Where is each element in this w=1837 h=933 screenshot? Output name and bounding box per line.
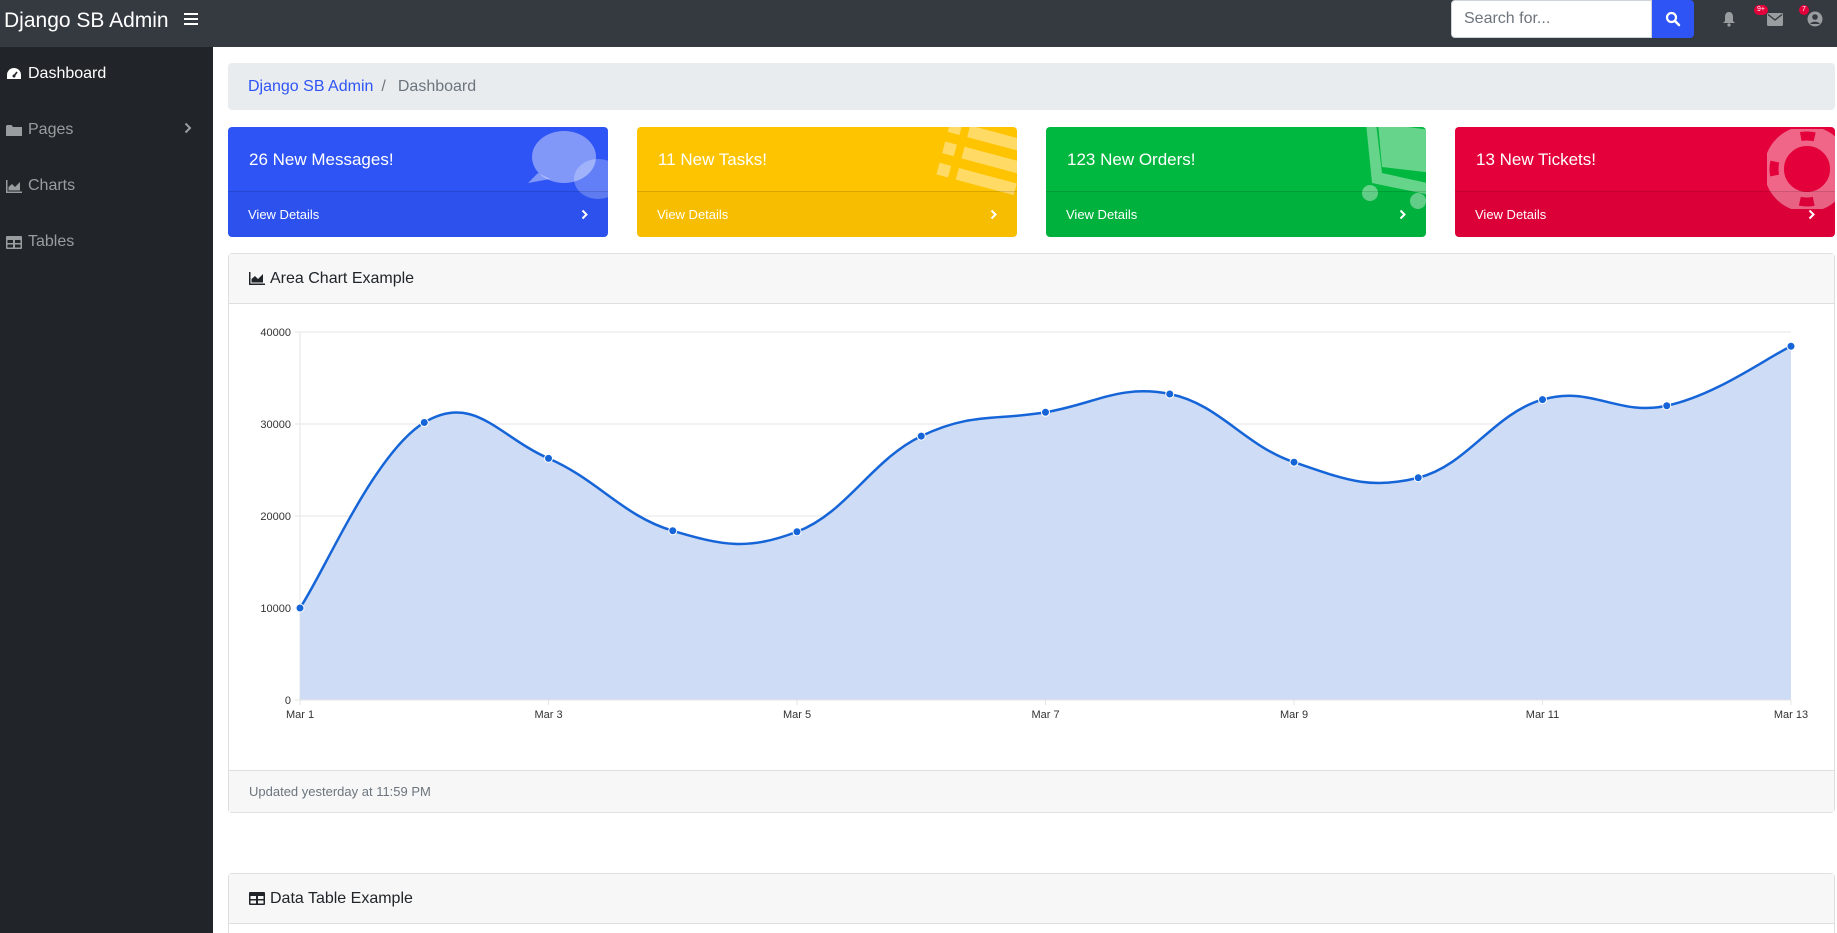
alerts-badge: 9+ <box>1754 5 1768 15</box>
card-title: Area Chart Example <box>270 269 415 287</box>
sidebar-item-charts[interactable]: Charts <box>0 164 213 208</box>
data-point <box>1538 395 1547 405</box>
sidebar-item-label: Pages <box>28 121 74 138</box>
chevron-right-icon <box>184 122 192 134</box>
breadcrumb: Django SB Admin / Dashboard <box>228 63 1835 110</box>
card-orders: 123 New Orders! View Details <box>1046 127 1426 237</box>
breadcrumb-root-link[interactable]: Django SB Admin <box>248 77 374 95</box>
data-point <box>1786 341 1796 351</box>
bell-icon <box>1723 12 1735 27</box>
data-point <box>295 603 305 613</box>
y-tick-label: 20000 <box>260 511 291 523</box>
data-point <box>1165 389 1175 399</box>
sidebar-item-label: Charts <box>28 177 76 194</box>
card-title: Data Table Example <box>270 889 413 907</box>
x-tick-label: Mar 9 <box>1280 709 1308 721</box>
x-tick-label: Mar 5 <box>783 709 811 721</box>
folder-icon <box>6 124 22 136</box>
sidebar-item-pages[interactable]: Pages <box>0 108 213 152</box>
search-button[interactable] <box>1652 0 1694 38</box>
brand-title[interactable]: Django SB Admin <box>4 9 169 32</box>
card-tickets: 13 New Tickets! View Details <box>1455 127 1835 237</box>
search-input[interactable] <box>1451 0 1652 38</box>
card-header: Data Table Example <box>229 874 1834 924</box>
view-details-link[interactable]: View Details <box>1455 191 1835 237</box>
area-fill <box>300 346 1791 700</box>
view-details-label: View Details <box>1066 207 1138 222</box>
shopping-cart-icon <box>1362 127 1426 209</box>
card-title: 13 New Tickets! <box>1476 150 1596 169</box>
data-point <box>544 453 553 463</box>
area-chart-icon <box>249 272 265 285</box>
card-footer: Updated yesterday at 11:59 PM <box>229 770 1834 812</box>
data-point <box>1413 473 1423 483</box>
view-details-link[interactable]: View Details <box>1046 191 1426 237</box>
sidebar: Dashboard Pages Charts <box>0 47 213 933</box>
data-point <box>1662 401 1672 411</box>
envelope-icon <box>1767 13 1783 26</box>
y-tick-label: 30000 <box>260 419 291 431</box>
x-tick-label: Mar 7 <box>1031 709 1059 721</box>
view-details-link[interactable]: View Details <box>228 191 608 237</box>
search-form <box>1451 0 1694 38</box>
card-header: Area Chart Example <box>229 254 1834 304</box>
view-details-label: View Details <box>657 207 729 222</box>
tachometer-icon <box>7 68 21 79</box>
user-circle-icon <box>1807 11 1823 27</box>
breadcrumb-current: Dashboard <box>397 77 477 95</box>
breadcrumb-separator: / <box>381 77 386 95</box>
y-tick-label: 40000 <box>260 327 291 339</box>
sidebar-item-label: Dashboard <box>28 65 107 82</box>
table-icon <box>249 892 265 905</box>
search-icon <box>1665 11 1681 27</box>
area-chart-icon <box>6 179 22 193</box>
sidebar-item-label: Tables <box>28 233 75 250</box>
card-title: 11 New Tasks! <box>658 150 767 169</box>
view-details-label: View Details <box>248 207 320 222</box>
chevron-right-icon <box>1399 209 1406 220</box>
data-point <box>792 527 802 537</box>
table-icon <box>6 235 22 249</box>
data-point <box>668 526 678 536</box>
chevron-right-icon <box>990 209 997 220</box>
y-tick-label: 0 <box>285 695 291 707</box>
sidebar-item-dashboard[interactable]: Dashboard <box>0 52 213 96</box>
x-tick-label: Mar 3 <box>534 709 562 721</box>
data-table-card: Data Table Example <box>228 873 1835 933</box>
area-chart: 0 10000 20000 30000 40000 Mar 1 Mar 3 Mar 5 Mar … <box>260 327 1808 721</box>
chevron-right-icon <box>1808 209 1815 220</box>
card-tasks: 11 New Tasks! View Details <box>637 127 1017 237</box>
x-tick-label: Mar 13 <box>1774 709 1808 721</box>
card-title: 26 New Messages! <box>249 150 394 169</box>
card-messages: 26 New Messages! View Details <box>228 127 608 237</box>
data-point <box>1289 457 1299 467</box>
data-point <box>916 431 926 441</box>
sidebar-toggle-button[interactable] <box>182 10 200 28</box>
life-ring-icon <box>1767 129 1835 209</box>
y-tick-label: 10000 <box>260 603 291 615</box>
chevron-right-icon <box>581 209 588 220</box>
alerts-dropdown[interactable]: 9+ <box>1722 5 1768 29</box>
view-details-label: View Details <box>1475 207 1547 222</box>
hamburger-icon <box>184 13 198 15</box>
series-line <box>298 345 1792 609</box>
top-navbar: Django SB Admin 9+ 7 <box>0 0 1837 47</box>
sidebar-item-tables[interactable]: Tables <box>0 220 213 264</box>
x-tick-label: Mar 1 <box>286 709 314 721</box>
card-title: 123 New Orders! <box>1067 150 1196 169</box>
messages-dropdown[interactable]: 7 <box>1767 5 1809 29</box>
x-tick-label: Mar 11 <box>1526 709 1559 721</box>
list-icon <box>936 127 1017 196</box>
messages-badge: 7 <box>1799 5 1809 15</box>
user-dropdown[interactable] <box>1807 9 1827 29</box>
area-chart-card: Area Chart Example 0 10000 20000 30000 40000… <box>228 253 1835 813</box>
comments-icon <box>528 131 608 199</box>
data-point <box>1041 407 1050 417</box>
view-details-link[interactable]: View Details <box>637 191 1017 237</box>
data-point <box>419 418 429 428</box>
